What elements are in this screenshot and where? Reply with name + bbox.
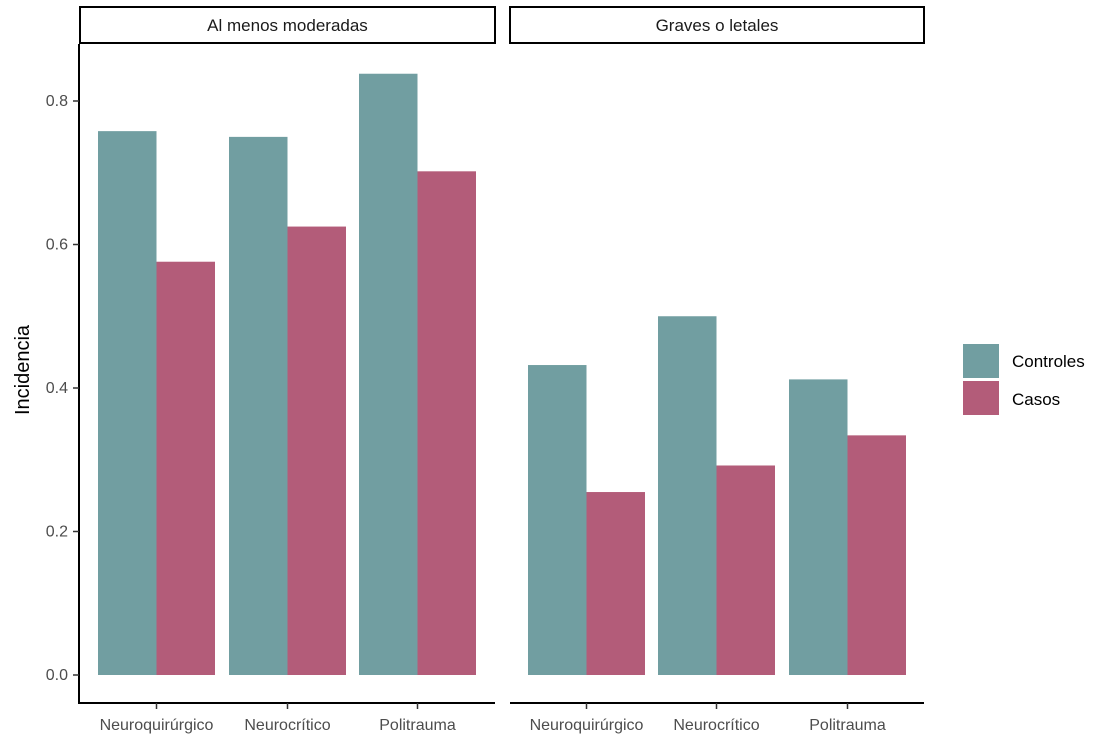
- x-tick-label: Politrauma: [809, 717, 886, 734]
- bar-controles-1: [528, 365, 587, 675]
- x-tick-label: Neuroquirúrgico: [100, 717, 214, 734]
- bar-controles-1: [98, 131, 157, 675]
- x-tick-label: Neuroquirúrgico: [530, 717, 644, 734]
- bar-casos-1: [586, 492, 645, 675]
- panel-1-strip-box: [79, 6, 496, 44]
- panel-1-plot: Neuroquirúrgico Neurocrítico Politrauma: [80, 73, 495, 734]
- bar-casos-2: [287, 226, 346, 675]
- y-tick-label: 0.0: [46, 667, 68, 684]
- bar-controles-2: [229, 136, 288, 675]
- x-tick-label: Neurocrítico: [244, 717, 330, 734]
- y-tick-label: 0.4: [46, 380, 68, 397]
- legend-key-casos: [963, 381, 999, 415]
- legend-label-casos: Casos: [1012, 390, 1060, 409]
- panel-2-plot: Neuroquirúrgico Neurocrítico Politrauma: [510, 316, 924, 734]
- panel-1-strip: Al menos moderadas: [79, 6, 496, 44]
- bar-casos-2: [716, 465, 775, 675]
- bar-controles-2: [658, 316, 717, 675]
- legend-key-controles: [963, 344, 999, 378]
- bar-casos-3: [417, 171, 476, 675]
- bar-controles-3: [789, 379, 848, 675]
- y-axis-title: Incidencia: [12, 324, 34, 415]
- bar-casos-3: [847, 435, 906, 675]
- y-axis: 0.0 0.2 0.4 0.6 0.8: [46, 44, 80, 704]
- y-tick-label: 0.6: [46, 237, 68, 254]
- panel-2-title: Graves o letales: [656, 16, 779, 35]
- bar-controles-3: [359, 73, 418, 676]
- panel-2-strip-box: [509, 6, 925, 44]
- x-tick-label: Neurocrítico: [673, 717, 759, 734]
- panel-2-strip: Graves o letales: [509, 6, 925, 44]
- y-tick-label: 0.2: [46, 524, 68, 541]
- legend: Controles Casos: [963, 344, 1085, 415]
- panel-1-title: Al menos moderadas: [207, 16, 368, 35]
- x-tick-label: Politrauma: [379, 717, 456, 734]
- bar-casos-1: [156, 261, 215, 675]
- legend-label-controles: Controles: [1012, 352, 1085, 371]
- y-tick-label: 0.8: [46, 93, 68, 110]
